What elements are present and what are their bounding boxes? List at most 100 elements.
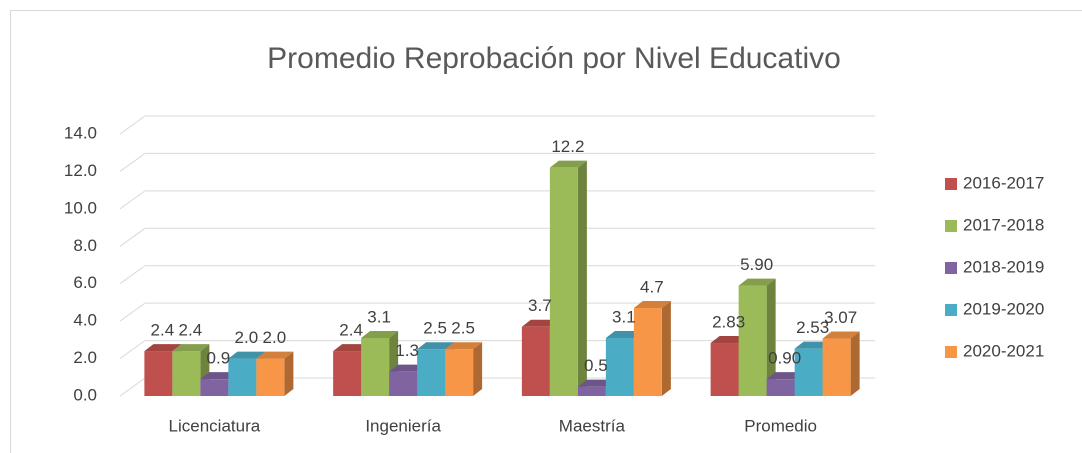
legend-label: 2019-2020: [963, 299, 1044, 318]
bar-front: [417, 349, 446, 396]
legend-label: 2020-2021: [963, 341, 1044, 360]
bar-top: [822, 331, 860, 339]
bar-top: [521, 319, 559, 327]
bar-front: [361, 337, 390, 396]
bar-top: [794, 341, 832, 349]
bar-top: [605, 330, 643, 338]
value-label: 2.0: [263, 328, 287, 347]
bar-front: [389, 371, 418, 396]
bar-top: [417, 342, 455, 350]
bar-front: [200, 379, 229, 396]
y-tick-label: 0.0: [73, 385, 97, 404]
bar-side: [473, 342, 483, 396]
grid-line: [119, 302, 875, 322]
bar-side: [577, 160, 587, 396]
bar-top: [144, 344, 182, 352]
bar-side: [284, 351, 294, 396]
bar-front: [738, 285, 767, 396]
bar-front: [256, 358, 285, 396]
legend-label: 2017-2018: [963, 215, 1044, 234]
grid-line: [119, 190, 875, 210]
bar-top: [228, 351, 266, 359]
legend-label: 2018-2019: [963, 257, 1044, 276]
bar-front: [172, 351, 201, 396]
value-label: 4.7: [640, 278, 664, 297]
bar: [822, 331, 860, 396]
legend-swatch: [945, 178, 957, 190]
legend-swatch: [945, 220, 957, 232]
bar-top: [633, 301, 671, 309]
chart-title: Promedio Reprobación por Nivel Educativo: [267, 42, 841, 75]
y-tick-label: 4.0: [73, 311, 97, 330]
bar-side: [766, 278, 776, 396]
value-label: 2.53: [796, 318, 829, 337]
bar-top: [333, 344, 371, 352]
legend-swatch: [945, 346, 957, 358]
legend-label: 2016-2017: [963, 173, 1044, 192]
bar-top: [710, 336, 748, 344]
x-tick-label: Ingeniería: [365, 416, 441, 435]
bar-side: [661, 301, 671, 396]
value-label: 2.4: [179, 321, 203, 340]
value-label: 2.4: [339, 321, 363, 340]
value-label: 3.07: [824, 308, 857, 327]
y-tick-label: 14.0: [64, 123, 97, 142]
bar-front: [144, 351, 173, 396]
x-tick-label: Maestría: [559, 416, 626, 435]
grid-line: [119, 115, 875, 135]
value-label: 1.3: [395, 341, 419, 360]
bar-front: [710, 343, 739, 396]
bar-front: [766, 379, 795, 396]
bar-front: [794, 348, 823, 396]
bar: [549, 160, 587, 396]
bar-top: [577, 379, 615, 387]
value-label: 3.1: [612, 307, 636, 326]
bar-front: [633, 308, 662, 396]
legend-swatch: [945, 262, 957, 274]
value-label: 0.5: [584, 356, 608, 375]
bar-front: [577, 386, 606, 396]
value-label: 12.2: [551, 137, 584, 156]
bar: [738, 278, 776, 396]
bar-front: [822, 338, 851, 396]
value-label: 0.90: [768, 349, 801, 368]
grid-line: [119, 265, 875, 285]
bar-top: [389, 364, 427, 372]
bar: [633, 301, 671, 396]
grid-line: [119, 227, 875, 247]
value-label: 3.1: [367, 307, 391, 326]
bar-top: [549, 160, 587, 168]
grid-line: [119, 152, 875, 172]
y-tick-label: 8.0: [73, 236, 97, 255]
bar: [256, 351, 294, 396]
bar-front: [521, 326, 550, 396]
value-label: 2.83: [712, 313, 745, 332]
bar-front: [228, 358, 257, 396]
bar-front: [445, 349, 474, 396]
value-label: 0.9: [207, 349, 231, 368]
y-tick-label: 10.0: [64, 198, 97, 217]
value-label: 2.0: [235, 328, 259, 347]
value-label: 3.7: [528, 296, 552, 315]
y-tick-label: 12.0: [64, 161, 97, 180]
bar-top: [445, 342, 483, 350]
bar-top: [766, 372, 804, 380]
y-tick-label: 6.0: [73, 273, 97, 292]
value-label: 2.5: [423, 319, 447, 338]
value-label: 5.90: [740, 255, 773, 274]
value-label: 2.5: [451, 319, 475, 338]
bar-front: [605, 337, 634, 396]
bar-top: [361, 330, 399, 338]
bar-front: [549, 167, 578, 396]
x-tick-label: Licenciatura: [169, 416, 261, 435]
bar: [445, 342, 483, 396]
legend-swatch: [945, 304, 957, 316]
bar-front: [333, 351, 362, 396]
x-tick-label: Promedio: [744, 416, 817, 435]
bar-side: [850, 331, 860, 396]
bar-top: [738, 278, 776, 286]
value-label: 2.4: [151, 321, 175, 340]
bar-top: [200, 372, 238, 380]
bar-top: [172, 344, 210, 352]
